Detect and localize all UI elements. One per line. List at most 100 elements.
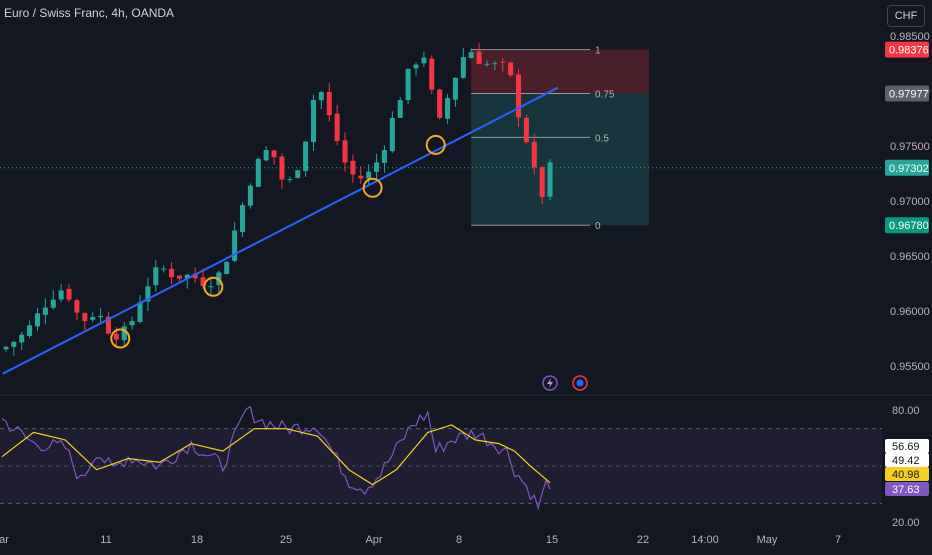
candle-body bbox=[271, 150, 277, 158]
time-axis-tick-label: 11 bbox=[100, 534, 111, 546]
rsi-value-tag bbox=[885, 453, 929, 467]
price-tag-last bbox=[885, 159, 929, 176]
rsi-value-tag-label: 37.63 bbox=[892, 484, 920, 496]
candle-body bbox=[42, 307, 48, 315]
candle-body bbox=[50, 299, 56, 308]
time-axis-tick-label: 8 bbox=[456, 534, 462, 546]
fib-level-label: 0.5 bbox=[595, 133, 609, 144]
candle-body bbox=[3, 346, 9, 350]
candle-body bbox=[366, 171, 372, 179]
candle-body bbox=[263, 149, 269, 161]
candle-body bbox=[492, 63, 498, 65]
candle-body bbox=[381, 150, 387, 163]
candle-body bbox=[161, 268, 167, 270]
candle-body bbox=[247, 185, 253, 206]
take-profit-zone[interactable] bbox=[471, 93, 649, 226]
candle-body bbox=[19, 334, 25, 343]
time-axis-tick-label: May bbox=[757, 534, 778, 546]
price-tag-stop bbox=[885, 41, 929, 58]
candles bbox=[3, 43, 553, 356]
rsi-value-tag bbox=[885, 439, 929, 453]
candle-body bbox=[531, 141, 537, 168]
economic-event-icon-dot bbox=[576, 379, 584, 387]
candle-body bbox=[523, 117, 529, 143]
rsi-value-tag bbox=[885, 482, 929, 496]
time-axis-tick-label: 22 bbox=[637, 534, 649, 546]
candle-body bbox=[145, 286, 151, 302]
candle-body bbox=[445, 98, 451, 119]
candle-body bbox=[318, 92, 324, 101]
price-tag-target bbox=[885, 217, 929, 234]
trendline-touch-circle[interactable] bbox=[425, 134, 446, 155]
candle-body bbox=[66, 288, 72, 300]
price-axis-tick-label: 0.96000 bbox=[890, 306, 930, 318]
candle-body bbox=[232, 230, 238, 261]
candle-body bbox=[484, 63, 490, 65]
time-axis-tick-label: 15 bbox=[546, 534, 558, 546]
candle-body bbox=[539, 167, 545, 198]
candle-body bbox=[460, 57, 466, 78]
fib-level-label: 1 bbox=[595, 46, 601, 57]
candle-body bbox=[452, 77, 458, 100]
candle-body bbox=[113, 333, 119, 340]
candle-body bbox=[310, 99, 317, 142]
currency-button[interactable]: CHF bbox=[887, 5, 925, 27]
candle-body bbox=[255, 158, 261, 187]
price-tag-target-label: 0.96780 bbox=[889, 220, 929, 232]
candle-body bbox=[11, 341, 17, 347]
fib-level-label: 0 bbox=[595, 221, 601, 232]
candle-body bbox=[350, 160, 356, 175]
candle-body bbox=[208, 286, 214, 288]
price-tag-last-label: 0.97302 bbox=[889, 163, 929, 175]
candle-body bbox=[98, 315, 104, 318]
chart-title: Euro / Swiss Franc, 4h, OANDA bbox=[4, 6, 175, 20]
candle-body bbox=[27, 325, 33, 337]
candle-body bbox=[105, 316, 111, 334]
candle-body bbox=[192, 273, 198, 279]
rsi-line[interactable] bbox=[1, 405, 551, 511]
candle-body bbox=[476, 51, 482, 64]
time-axis-tick-label: ar bbox=[0, 534, 9, 546]
candle-body bbox=[515, 74, 522, 118]
time-axis-tick-label: 18 bbox=[191, 534, 203, 546]
candle-body bbox=[58, 290, 64, 300]
candle-body bbox=[121, 326, 127, 341]
time-axis-tick-label: 7 bbox=[835, 534, 841, 546]
rsi-value-tag-label: 49.42 bbox=[892, 455, 920, 467]
candle-body bbox=[405, 68, 411, 101]
candle-body bbox=[34, 313, 41, 327]
price-tag-entry-label: 0.97977 bbox=[889, 89, 929, 101]
price-tag-entry bbox=[885, 85, 929, 102]
candle-body bbox=[303, 141, 309, 172]
rsi-value-tag-label: 40.98 bbox=[892, 469, 920, 481]
candle-body bbox=[334, 113, 340, 142]
candle-body bbox=[374, 162, 380, 172]
candle-body bbox=[429, 58, 435, 90]
rsi-ma-line[interactable] bbox=[1, 424, 551, 486]
candle-body bbox=[184, 274, 190, 279]
candle-body bbox=[137, 302, 143, 322]
candle-body bbox=[287, 179, 293, 181]
candle-body bbox=[279, 156, 285, 180]
candle-body bbox=[342, 140, 348, 163]
candle-body bbox=[82, 313, 88, 322]
trendline-touch-circle[interactable] bbox=[362, 177, 383, 198]
candle-body bbox=[74, 300, 80, 313]
candle-body bbox=[468, 52, 474, 59]
price-tag-stop-label: 0.98376 bbox=[889, 45, 929, 57]
candle-body bbox=[224, 261, 230, 275]
rsi-value-tag-label: 56.69 bbox=[892, 441, 920, 453]
candle-body bbox=[295, 170, 301, 178]
trendline-touch-circle[interactable] bbox=[110, 328, 131, 349]
trendline[interactable] bbox=[2, 86, 559, 375]
candle-body bbox=[129, 321, 135, 326]
rsi-axis-tick-label: 20.00 bbox=[892, 517, 920, 529]
candle-body bbox=[200, 277, 206, 287]
trendline-touch-circle[interactable] bbox=[203, 276, 224, 297]
price-axis-tick-label: 0.97000 bbox=[890, 196, 930, 208]
candle-body bbox=[169, 268, 175, 278]
stop-loss-zone[interactable] bbox=[471, 49, 649, 94]
candle-body bbox=[153, 267, 159, 286]
